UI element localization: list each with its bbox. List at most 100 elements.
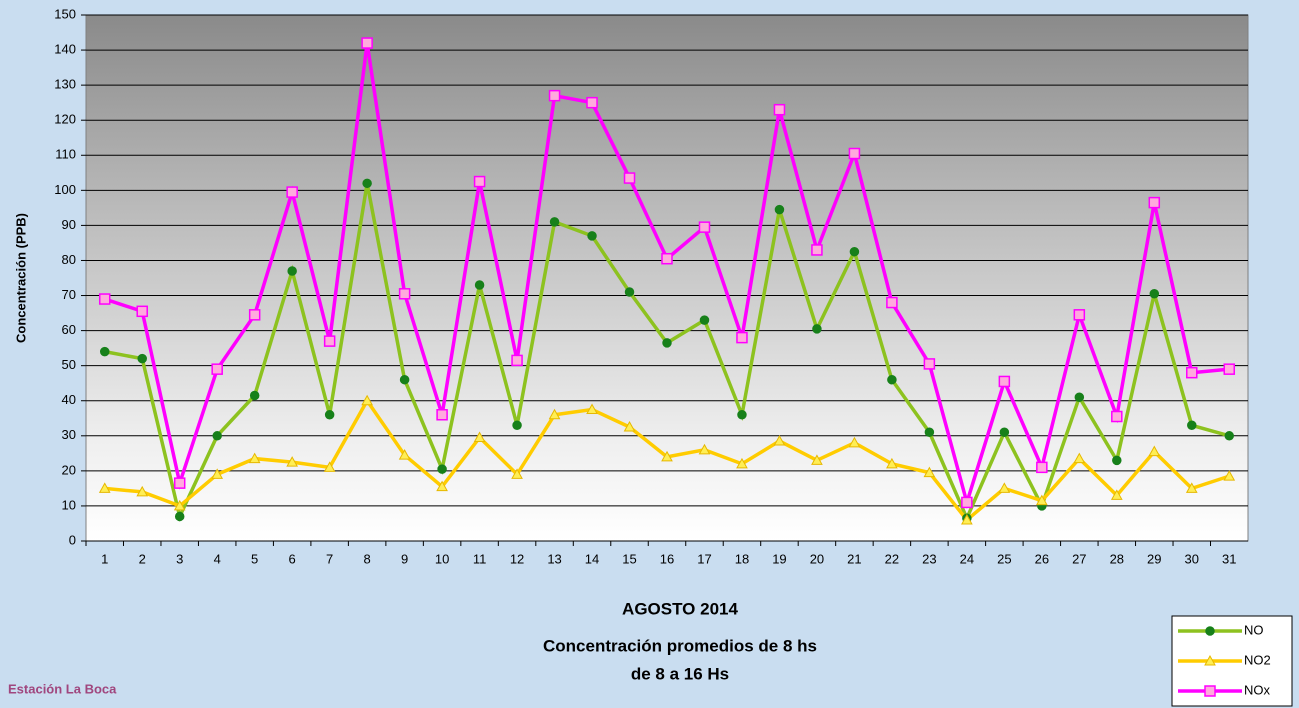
data-point <box>738 411 747 420</box>
y-tick-label: 10 <box>62 497 76 512</box>
data-point <box>587 98 597 108</box>
y-tick-label: 130 <box>54 77 76 92</box>
data-point <box>699 222 709 232</box>
data-point <box>325 411 334 420</box>
data-point <box>362 38 372 48</box>
data-point <box>1225 432 1234 441</box>
data-point <box>887 298 897 308</box>
x-tick-label: 12 <box>510 551 524 566</box>
x-tick-label: 27 <box>1072 551 1086 566</box>
x-tick-label: 29 <box>1147 551 1161 566</box>
data-point <box>550 218 559 227</box>
data-point <box>625 288 634 297</box>
x-tick-label: 16 <box>660 551 674 566</box>
data-point <box>175 512 184 521</box>
data-point <box>850 247 859 256</box>
data-point <box>175 478 185 488</box>
y-tick-label: 40 <box>62 392 76 407</box>
data-point <box>1149 198 1159 208</box>
data-point <box>813 325 822 334</box>
x-tick-label: 4 <box>214 551 221 566</box>
data-point <box>400 289 410 299</box>
data-point <box>663 339 672 348</box>
chart-title: de 8 a 16 Hs <box>631 664 729 683</box>
data-point <box>512 355 522 365</box>
data-point <box>287 187 297 197</box>
data-point <box>100 294 110 304</box>
x-tick-label: 10 <box>435 551 449 566</box>
data-point <box>999 376 1009 386</box>
legend-marker <box>1205 686 1215 696</box>
y-tick-label: 60 <box>62 322 76 337</box>
x-tick-label: 9 <box>401 551 408 566</box>
data-point <box>625 173 635 183</box>
x-tick-label: 15 <box>622 551 636 566</box>
x-tick-label: 31 <box>1222 551 1236 566</box>
data-point <box>475 177 485 187</box>
y-tick-label: 110 <box>55 147 76 162</box>
y-tick-label: 0 <box>69 532 76 547</box>
data-point <box>213 432 222 441</box>
x-tick-label: 28 <box>1110 551 1124 566</box>
data-point <box>1188 421 1197 430</box>
x-tick-label: 13 <box>547 551 561 566</box>
data-point <box>1075 393 1084 402</box>
x-tick-label: 22 <box>885 551 899 566</box>
x-tick-label: 3 <box>176 551 183 566</box>
data-point <box>700 316 709 325</box>
data-point <box>775 205 784 214</box>
x-tick-label: 11 <box>473 551 487 566</box>
plot-area <box>86 15 1248 541</box>
legend-label: NO <box>1244 622 1264 637</box>
data-point <box>325 336 335 346</box>
x-tick-label: 19 <box>772 551 786 566</box>
x-tick-label: 5 <box>251 551 258 566</box>
y-tick-label: 140 <box>54 42 76 57</box>
y-tick-label: 120 <box>54 112 76 127</box>
x-tick-label: 30 <box>1185 551 1199 566</box>
y-tick-label: 100 <box>54 182 76 197</box>
data-point <box>812 245 822 255</box>
data-point <box>100 347 109 356</box>
y-tick-label: 90 <box>62 217 76 232</box>
y-tick-label: 50 <box>62 357 76 372</box>
data-point <box>250 391 259 400</box>
data-point <box>250 310 260 320</box>
x-tick-label: 25 <box>997 551 1011 566</box>
data-point <box>737 333 747 343</box>
chart-title: AGOSTO 2014 <box>622 599 738 618</box>
y-tick-label: 80 <box>62 252 76 267</box>
x-tick-label: 17 <box>697 551 711 566</box>
data-point <box>924 359 934 369</box>
data-point <box>363 179 372 188</box>
page: Concentración (PPB) AGOSTO 2014 Concentr… <box>0 0 1299 708</box>
legend-label: NO2 <box>1244 652 1271 667</box>
data-point <box>662 254 672 264</box>
y-tick-label: 70 <box>62 287 76 302</box>
data-point <box>288 267 297 276</box>
data-point <box>925 428 934 437</box>
data-point <box>437 410 447 420</box>
data-point <box>1187 368 1197 378</box>
data-point <box>212 364 222 374</box>
data-point <box>588 232 597 241</box>
x-tick-label: 24 <box>960 551 974 566</box>
data-point <box>475 281 484 290</box>
data-point <box>849 149 859 159</box>
data-point <box>1224 364 1234 374</box>
x-tick-label: 20 <box>810 551 824 566</box>
data-point <box>888 375 897 384</box>
x-tick-label: 8 <box>364 551 371 566</box>
station-label: Estación La Boca <box>8 681 117 696</box>
data-point <box>1113 456 1122 465</box>
x-tick-label: 26 <box>1035 551 1049 566</box>
y-axis-label: Concentración (PPB) <box>13 213 28 343</box>
y-tick-label: 20 <box>62 462 76 477</box>
x-tick-label: 2 <box>139 551 146 566</box>
data-point <box>550 91 560 101</box>
data-point <box>1150 290 1159 299</box>
x-tick-label: 6 <box>289 551 296 566</box>
x-tick-label: 23 <box>922 551 936 566</box>
data-point <box>1037 462 1047 472</box>
data-point <box>1112 412 1122 422</box>
